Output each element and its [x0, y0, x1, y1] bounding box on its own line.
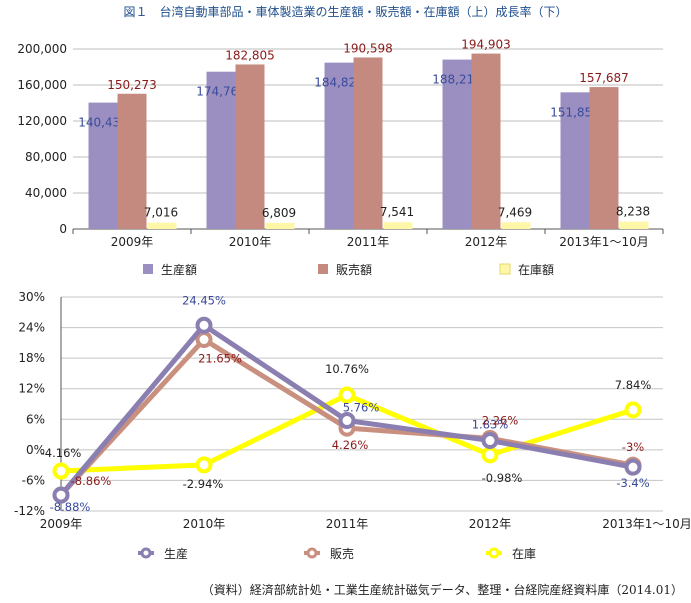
- bar-data-label: 184,826: [314, 76, 364, 90]
- bar-ytick-label: 40,000: [25, 186, 67, 200]
- line-data-label: -3.4%: [616, 476, 649, 490]
- bar-1-1: [88, 102, 118, 229]
- bar-data-label: 6,809: [262, 206, 296, 220]
- line-data-label: -0.98%: [482, 471, 523, 485]
- bar-legend-swatch: [318, 264, 328, 274]
- bar-data-label: 151,852: [550, 105, 600, 119]
- line-legend-marker: [306, 547, 318, 559]
- line-point-1-2: [195, 316, 213, 334]
- bar-data-label: 150,273: [107, 78, 157, 92]
- bar-data-label: 157,687: [579, 71, 629, 85]
- bar-ytick-label: 0: [59, 222, 67, 236]
- line-legend-marker: [488, 547, 500, 559]
- line-legend-label: 在庫: [512, 547, 536, 561]
- line-point-3-5: [624, 401, 642, 419]
- line-legend-label: 生産: [164, 546, 188, 561]
- line-ytick-label: 30%: [18, 290, 45, 304]
- line-point-1-5: [624, 458, 642, 476]
- bar-data-label: 182,805: [225, 48, 275, 62]
- line-point-2-2: [195, 331, 213, 349]
- bar-category-label: 2013年1〜10月: [559, 235, 648, 249]
- bar-3-1: [147, 222, 177, 229]
- bar-3-5: [619, 221, 649, 229]
- bar-2-1: [117, 93, 147, 229]
- line-ytick-label: 18%: [18, 351, 45, 365]
- bar-data-label: 7,541: [380, 205, 414, 219]
- line-data-label: 2.26%: [482, 413, 519, 427]
- bar-legend-swatch: [143, 264, 153, 274]
- bar-category-label: 2010年: [229, 235, 272, 249]
- bar-category-label: 2011年: [347, 235, 390, 249]
- line-point-1-3: [338, 412, 356, 430]
- bar-ytick-label: 160,000: [17, 78, 67, 92]
- bar-legend-swatch: [499, 263, 511, 275]
- bar-data-label: 174,766: [196, 85, 246, 99]
- bar-data-label: 140,432: [78, 116, 128, 130]
- line-data-label: 7.84%: [615, 378, 652, 392]
- line-data-label: -8.88%: [50, 500, 91, 514]
- bar-ytick-label: 200,000: [17, 42, 67, 56]
- chart-svg: 0 40,000 80,000 120,000 160,000 200,000 2009年 1…: [14, 38, 691, 561]
- line-legend-marker: [140, 547, 152, 559]
- bar-1-4: [442, 59, 472, 229]
- source-note: （資料）経済部統計処・工業生産統計磁気データ、整理・台経院産経資料庫（2014.…: [201, 583, 683, 597]
- line-data-label: -2.94%: [183, 477, 224, 491]
- bar-data-label: 194,903: [461, 38, 511, 52]
- bar-2-2: [235, 64, 265, 230]
- bar-2-5: [589, 87, 619, 230]
- line-data-label: -4.16%: [41, 446, 82, 460]
- line-ytick-label: -6%: [22, 473, 45, 487]
- line-point-3-2: [195, 456, 213, 474]
- line-point-1-4: [481, 432, 499, 450]
- line-category-label: 2009年: [40, 517, 83, 531]
- line-ytick-label: 24%: [18, 321, 45, 335]
- bar-legend-label: 在庫額: [518, 263, 554, 277]
- line-legend-label: 販売: [330, 546, 354, 561]
- bar-3-2: [265, 222, 295, 229]
- bar-legend-label: 販売額: [336, 262, 372, 277]
- bar-2-4: [471, 53, 501, 230]
- bar-3-4: [501, 222, 531, 229]
- bar-1-2: [206, 71, 236, 229]
- line-ytick-label: 12%: [18, 382, 45, 396]
- line-point-1-1: [52, 486, 70, 504]
- line-ytick-label: 0%: [26, 443, 45, 457]
- line-point-3-4: [481, 446, 499, 464]
- line-ytick-label: 6%: [26, 412, 45, 426]
- bar-data-label: 7,469: [498, 205, 532, 219]
- line-category-label: 2012年: [469, 517, 512, 531]
- bar-ytick-label: 80,000: [25, 150, 67, 164]
- bar-data-label: 190,598: [343, 41, 393, 55]
- line-data-label: 4.26%: [332, 438, 369, 452]
- bar-1-5: [560, 92, 590, 230]
- line-data-label: 21.65%: [198, 352, 242, 366]
- bar-data-label: 188,213: [432, 73, 482, 87]
- bar-category-label: 2012年: [465, 235, 508, 249]
- bar-ytick-label: 120,000: [17, 114, 67, 128]
- line-data-label: 10.76%: [325, 362, 369, 376]
- line-category-label: 2010年: [183, 517, 226, 531]
- line-data-label: -8.86%: [71, 474, 112, 488]
- line-point-3-1: [52, 462, 70, 480]
- bar-3-3: [383, 222, 413, 229]
- bar-1-3: [324, 62, 354, 229]
- bar-legend-label: 生産額: [161, 262, 197, 277]
- line-data-label: -3%: [622, 440, 644, 454]
- line-data-label: 1.83%: [472, 418, 509, 432]
- bar-data-label: 7,016: [144, 206, 178, 220]
- line-point-3-3: [338, 386, 356, 404]
- line-ytick-label: -12%: [14, 504, 45, 518]
- line-data-label: 24.45%: [182, 293, 226, 307]
- bar-data-label: 8,238: [616, 205, 650, 219]
- line-category-label: 2011年: [326, 517, 369, 531]
- line-data-label: 5.76%: [343, 401, 380, 415]
- bar-category-label: 2009年: [111, 235, 154, 249]
- figure-title: 図１ 台湾自動車部品・車体製造業の生産額・販売額・在庫額（上）成長率（下）: [123, 5, 568, 19]
- line-category-label: 2013年1〜10月: [602, 517, 691, 531]
- bar-2-3: [353, 57, 383, 230]
